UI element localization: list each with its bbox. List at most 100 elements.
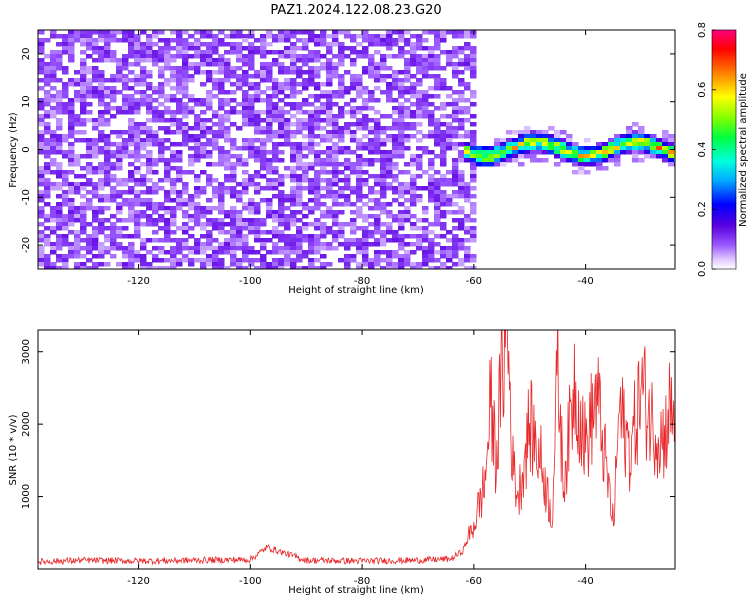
heatmap-cell [206,222,213,227]
heatmap-cell [146,178,153,183]
heatmap-cell [470,50,477,55]
heatmap-cell [386,158,393,163]
heatmap-cell [404,106,411,111]
heatmap-cell [272,106,279,111]
heatmap-cell [98,194,105,199]
heatmap-cell [416,262,423,267]
heatmap-cell [38,166,45,171]
heatmap-cell [110,174,117,179]
heatmap-cell [74,162,81,167]
heatmap-cell [242,90,249,95]
heatmap-cell [62,138,69,143]
heatmap-cell [452,146,459,151]
heatmap-cell [464,142,471,147]
heatmap-cell [110,130,117,135]
heatmap-cell [272,178,279,183]
heatmap-cell [176,246,183,251]
heatmap-cell [68,102,75,107]
heatmap-cell [122,154,129,159]
heatmap-cell [278,246,285,251]
heatmap-cell [632,158,639,163]
heatmap-cell [158,178,165,183]
heatmap-cell [134,58,141,63]
heatmap-cell [392,230,399,235]
heatmap-cell [272,170,279,175]
heatmap-cell [128,54,135,59]
heatmap-cell [338,210,345,215]
heatmap-cell [422,114,429,119]
heatmap-cell [230,166,237,171]
heatmap-cell [92,94,99,99]
heatmap-cell [224,150,231,155]
heatmap-cell [164,218,171,223]
heatmap-cell [506,130,513,135]
x-tick-label: -60 [466,576,482,587]
heatmap-cell [308,222,315,227]
heatmap-cell [212,194,219,199]
heatmap-cell [356,242,363,247]
heatmap-cell [290,142,297,147]
heatmap-cell [584,170,591,175]
heatmap-cell [356,214,363,219]
heatmap-cell [290,210,297,215]
heatmap-cell [452,210,459,215]
heatmap-cell [236,102,243,107]
heatmap-cell [332,166,339,171]
heatmap-cell [386,150,393,155]
heatmap-cell [368,58,375,63]
heatmap-cell [38,182,45,187]
heatmap-cell [320,166,327,171]
heatmap-cell [632,134,639,139]
heatmap-cell [362,194,369,199]
heatmap-cell [62,38,69,43]
heatmap-cell [278,182,285,187]
heatmap-cell [380,250,387,255]
heatmap-cell [230,50,237,55]
heatmap-cell [134,130,141,135]
heatmap-cell [602,166,609,171]
heatmap-cell [410,114,417,119]
heatmap-cell [308,134,315,139]
heatmap-cell [296,266,303,269]
heatmap-cell [56,218,63,223]
heatmap-cell [152,190,159,195]
heatmap-cell [380,114,387,119]
heatmap-cell [470,122,477,127]
heatmap-cell [212,142,219,147]
heatmap-cell [332,114,339,119]
heatmap-cell [278,194,285,199]
heatmap-cell [458,82,465,87]
heatmap-cell [344,90,351,95]
heatmap-cell [176,130,183,135]
heatmap-cell [470,74,477,79]
heatmap-cell [278,114,285,119]
heatmap-cell [362,30,369,35]
heatmap-cell [398,254,405,259]
heatmap-cell [74,154,81,159]
heatmap-cell [314,58,321,63]
heatmap-cell [104,106,111,111]
heatmap-cell [464,254,471,259]
heatmap-cell [320,214,327,219]
heatmap-cell [452,102,459,107]
heatmap-cell [374,182,381,187]
heatmap-cell [284,50,291,55]
heatmap-cell [392,250,399,255]
heatmap-cell [212,78,219,83]
heatmap-cell [530,130,537,135]
heatmap-cell [74,266,81,269]
heatmap-cell [536,158,543,163]
heatmap-cell [80,246,87,251]
heatmap-cell [92,46,99,51]
heatmap-cell [308,242,315,247]
heatmap-cell [122,54,129,59]
heatmap-cell [368,70,375,75]
heatmap-cell [440,234,447,239]
heatmap-cell [194,242,201,247]
heatmap-cell [278,106,285,111]
heatmap-cell [356,162,363,167]
heatmap-cell [410,214,417,219]
heatmap-cell [380,178,387,183]
heatmap-cell [356,158,363,163]
heatmap-cell [404,162,411,167]
